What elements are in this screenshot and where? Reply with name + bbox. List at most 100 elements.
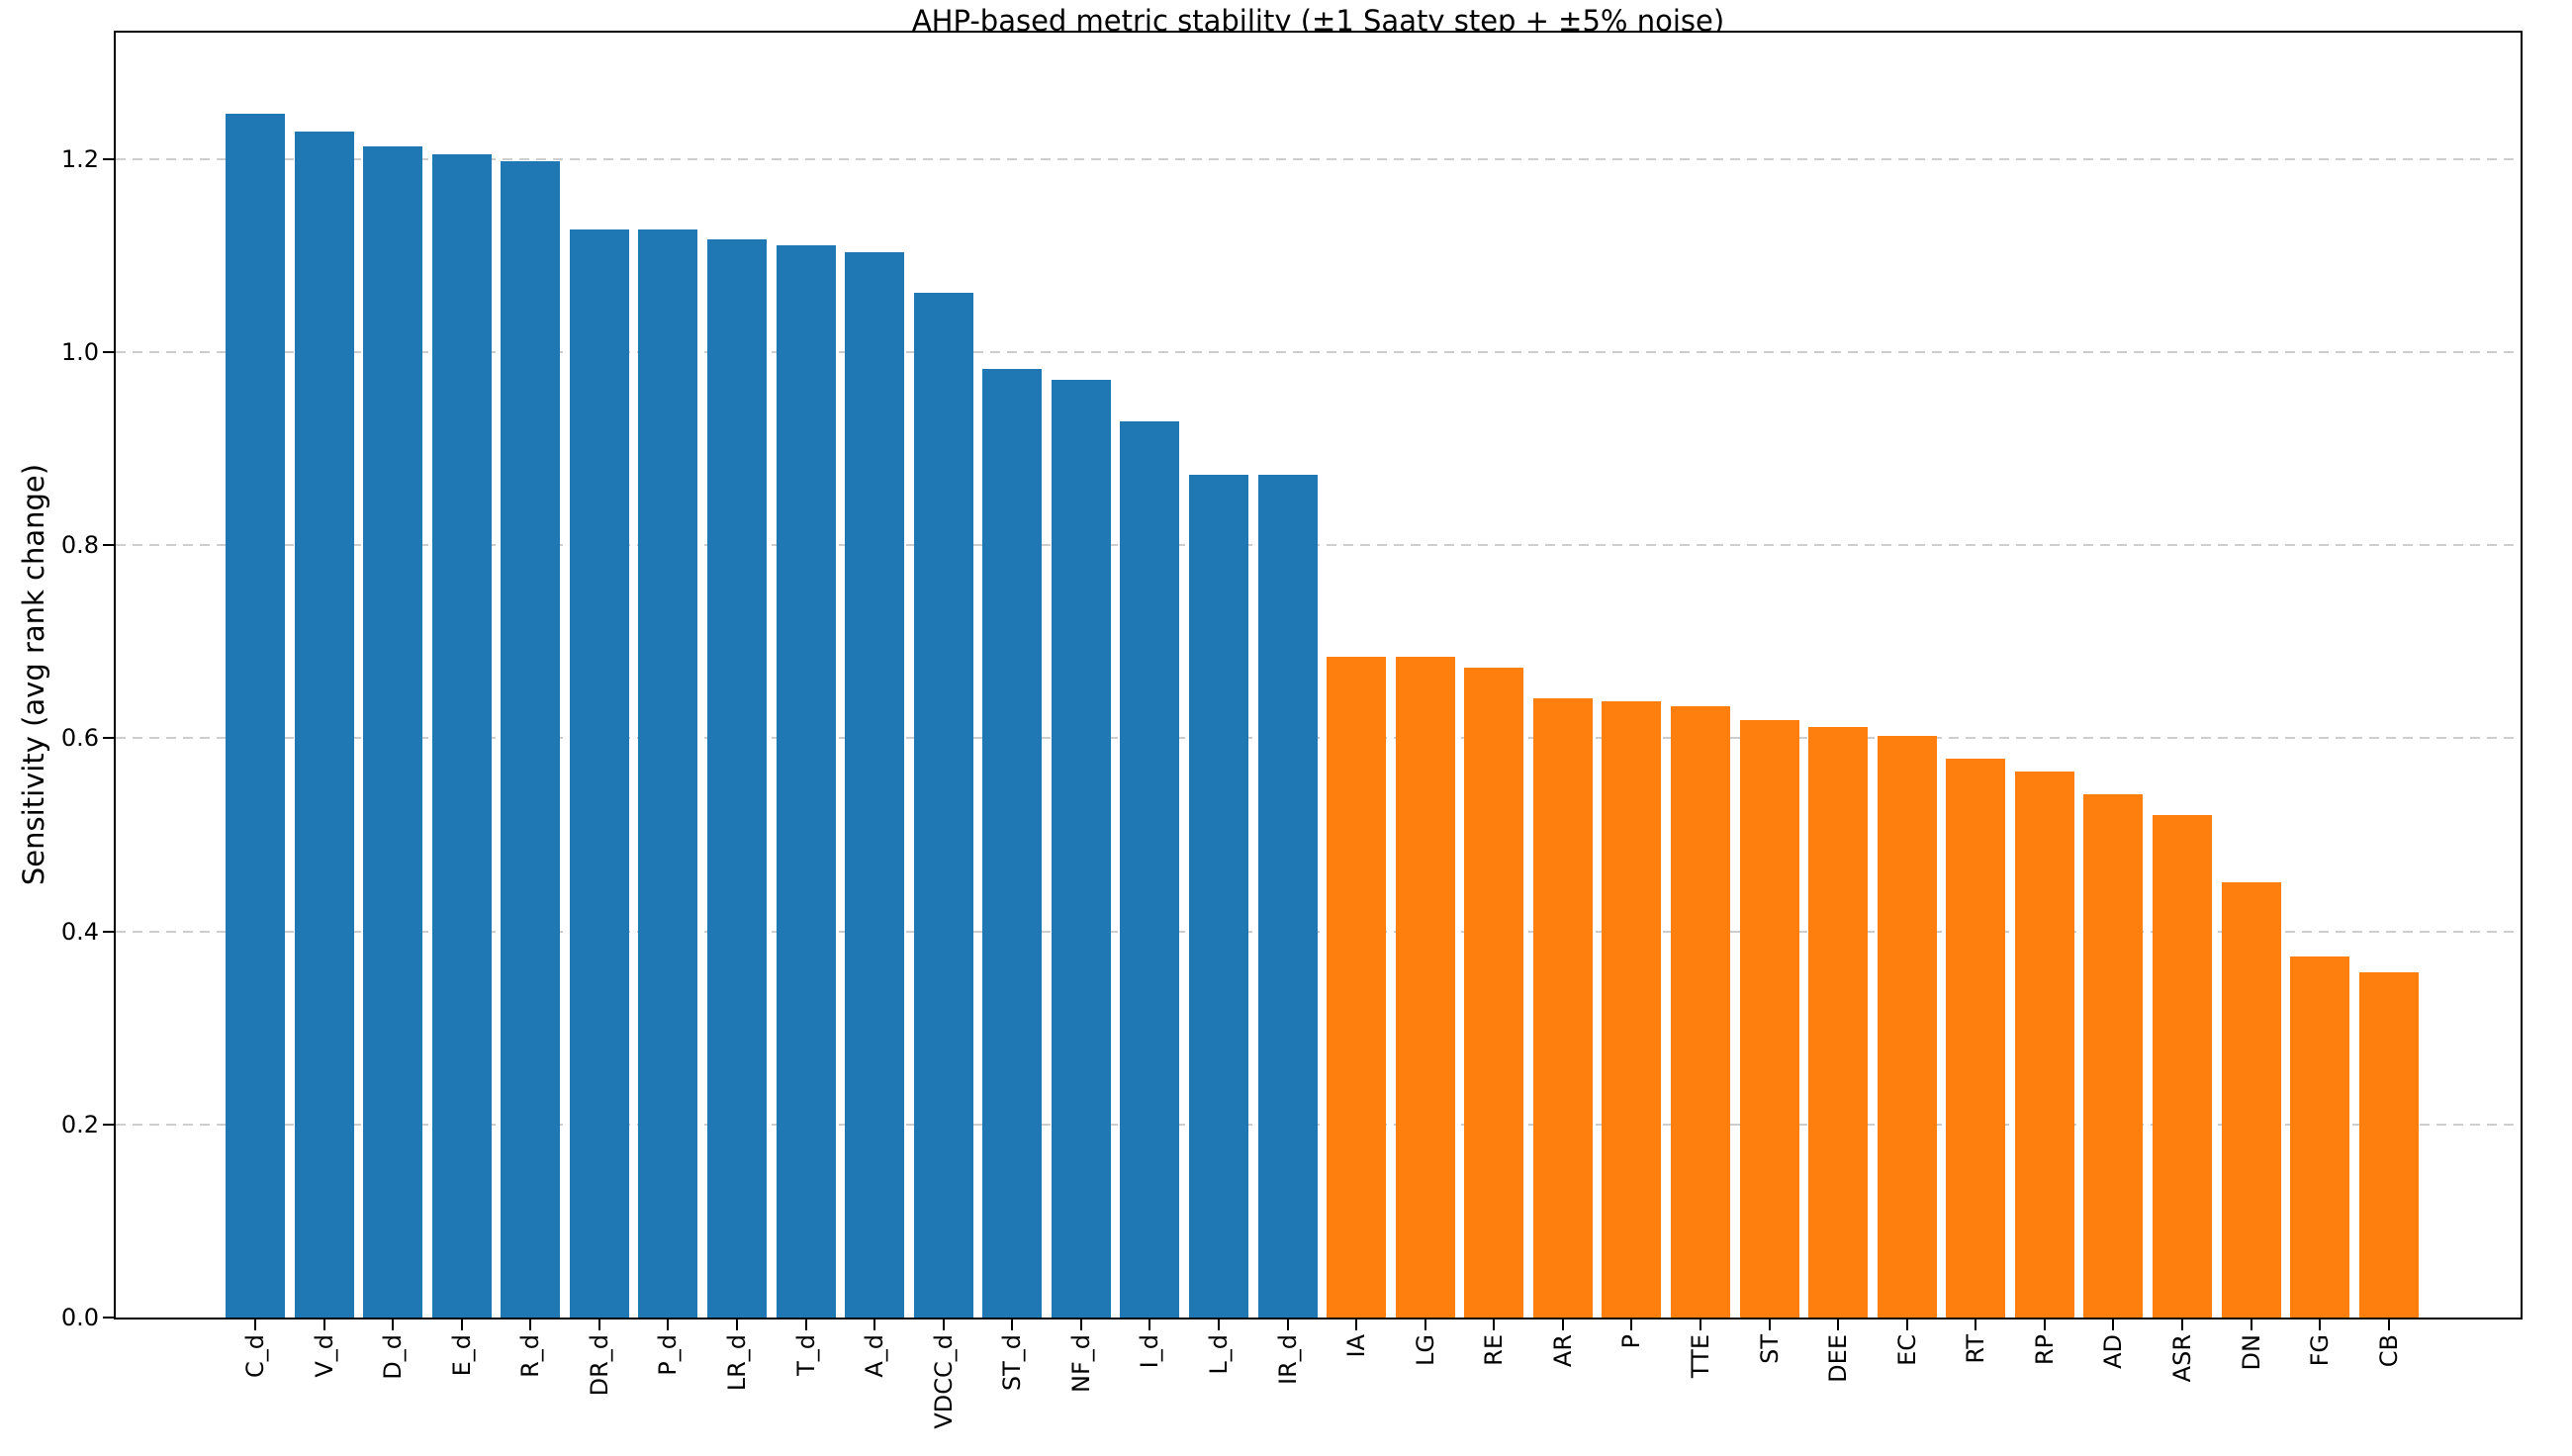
x-tick-mark <box>2043 1320 2046 1330</box>
y-axis-label: Sensitivity (avg rank change) <box>17 463 50 886</box>
bar-I_d <box>1120 421 1180 1318</box>
x-tick-label: P_d <box>654 1334 683 1376</box>
x-tick-label: RP <box>2030 1334 2059 1366</box>
bar-C_d <box>226 113 285 1318</box>
x-tick-label: P <box>1617 1334 1646 1349</box>
x-tick-mark <box>2387 1320 2390 1330</box>
bar-RE <box>1464 668 1524 1318</box>
x-tick-label: I_d <box>1136 1334 1164 1369</box>
x-tick-mark <box>1424 1320 1426 1330</box>
x-tick-mark <box>1217 1320 1220 1330</box>
x-tick-mark <box>2112 1320 2115 1330</box>
y-tick-label: 1.0 <box>60 338 99 366</box>
x-tick-mark <box>1079 1320 1082 1330</box>
bar-RP <box>2014 771 2074 1318</box>
x-tick-label: A_d <box>861 1334 889 1378</box>
bar-DEE <box>1808 726 1869 1318</box>
y-tick-label: 0.6 <box>60 724 99 753</box>
x-tick-mark <box>667 1320 670 1330</box>
x-tick-label: FG <box>2306 1334 2335 1367</box>
bar-LG <box>1395 657 1455 1318</box>
bar-VDCC_d <box>913 292 973 1318</box>
bar-IA <box>1327 657 1387 1318</box>
y-tick-mark <box>103 737 114 740</box>
y-tick-label: 0.4 <box>60 917 99 946</box>
x-tick-label: NF_d <box>1066 1334 1095 1393</box>
x-tick-mark <box>1493 1320 1496 1330</box>
bar-NF_d <box>1051 380 1111 1318</box>
x-tick-mark <box>942 1320 945 1330</box>
x-tick-mark <box>1561 1320 1564 1330</box>
x-tick-label: TTE <box>1686 1334 1714 1379</box>
x-tick-label: C_d <box>241 1334 269 1378</box>
x-tick-mark <box>1286 1320 1289 1330</box>
x-tick-mark <box>1768 1320 1771 1330</box>
x-tick-mark <box>1011 1320 1014 1330</box>
y-tick-mark <box>103 1317 114 1319</box>
x-tick-mark <box>1148 1320 1151 1330</box>
gridline <box>116 1123 2521 1126</box>
x-tick-label: ASR <box>2167 1334 2196 1383</box>
x-tick-label: EC <box>1892 1334 1921 1366</box>
x-tick-mark <box>322 1320 325 1330</box>
x-tick-label: IA <box>1342 1334 1371 1358</box>
x-tick-label: RT <box>1962 1334 1990 1364</box>
y-tick-mark <box>103 351 114 353</box>
x-tick-mark <box>873 1320 876 1330</box>
x-tick-label: AD <box>2099 1334 2128 1369</box>
bar-E_d <box>431 153 492 1318</box>
x-tick-label: ST_d <box>998 1334 1027 1392</box>
bar-AR <box>1532 698 1593 1318</box>
gridline <box>116 157 2521 160</box>
bar-A_d <box>845 252 905 1318</box>
x-tick-label: T_d <box>791 1334 820 1376</box>
x-tick-mark <box>804 1320 807 1330</box>
x-tick-mark <box>735 1320 738 1330</box>
x-tick-mark <box>1905 1320 1908 1330</box>
bar-EC <box>1877 736 1937 1318</box>
bar-P_d <box>638 229 698 1318</box>
x-tick-mark <box>460 1320 463 1330</box>
x-tick-mark <box>392 1320 395 1330</box>
y-tick-label: 0.8 <box>60 531 99 560</box>
y-tick-mark <box>103 544 114 547</box>
x-tick-label: DEE <box>1824 1334 1853 1383</box>
y-tick-mark <box>103 157 114 160</box>
gridline <box>116 544 2521 547</box>
bar-DN <box>2221 881 2281 1318</box>
y-tick-mark <box>103 1123 114 1126</box>
x-tick-mark <box>1699 1320 1701 1330</box>
bar-DR_d <box>569 229 629 1318</box>
x-tick-mark <box>597 1320 600 1330</box>
bar-P <box>1602 701 1662 1318</box>
x-tick-mark <box>1975 1320 1977 1330</box>
x-tick-label: RE <box>1480 1334 1509 1366</box>
x-tick-label: L_d <box>1204 1334 1233 1375</box>
x-tick-mark <box>2250 1320 2252 1330</box>
y-tick-label: 0.0 <box>60 1304 99 1331</box>
gridline <box>116 351 2521 353</box>
bar-CB <box>2358 971 2419 1318</box>
bar-T_d <box>776 244 836 1318</box>
bar-TTE <box>1670 706 1730 1318</box>
bar-LR_d <box>706 238 767 1318</box>
x-tick-mark <box>1355 1320 1358 1330</box>
plot-area <box>116 33 2521 1318</box>
x-tick-mark <box>529 1320 532 1330</box>
gridline <box>116 930 2521 933</box>
gridline <box>116 737 2521 740</box>
bar-RT <box>1946 758 2006 1318</box>
x-tick-mark <box>1837 1320 1840 1330</box>
x-tick-label: DR_d <box>585 1334 613 1397</box>
y-tick-label: 1.2 <box>60 144 99 173</box>
x-tick-label: LG <box>1411 1334 1439 1366</box>
bar-FG <box>2290 956 2350 1318</box>
x-tick-label: DN <box>2237 1334 2265 1371</box>
x-tick-mark <box>1630 1320 1633 1330</box>
x-tick-mark <box>2180 1320 2183 1330</box>
x-tick-label: D_d <box>379 1334 408 1380</box>
x-tick-label: IR_d <box>1273 1334 1302 1385</box>
bar-V_d <box>294 131 354 1318</box>
bar-R_d <box>501 160 561 1318</box>
